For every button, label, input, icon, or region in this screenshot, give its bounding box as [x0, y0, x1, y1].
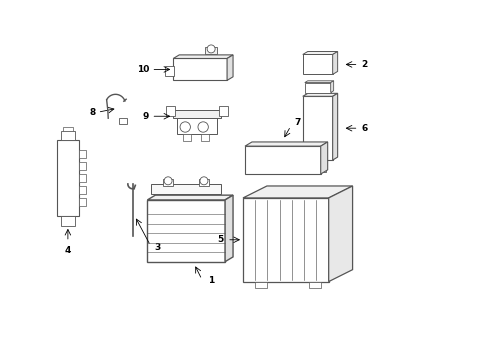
Bar — [57, 140, 79, 216]
Text: 10: 10 — [137, 65, 149, 74]
Bar — [165, 67, 174, 76]
Bar — [79, 186, 86, 194]
Bar — [79, 198, 86, 206]
Polygon shape — [333, 93, 338, 160]
Bar — [243, 198, 329, 282]
Bar — [151, 184, 221, 194]
Bar — [173, 58, 227, 80]
Bar — [305, 82, 331, 93]
Polygon shape — [333, 51, 338, 75]
Bar — [245, 146, 321, 174]
Polygon shape — [331, 81, 334, 93]
Text: 9: 9 — [143, 112, 149, 121]
Bar — [163, 179, 173, 186]
Bar — [173, 110, 221, 118]
Circle shape — [198, 122, 208, 132]
Polygon shape — [225, 195, 233, 262]
Bar — [79, 174, 86, 182]
Bar — [61, 216, 75, 226]
Circle shape — [207, 45, 215, 53]
Polygon shape — [329, 186, 353, 282]
Polygon shape — [243, 186, 353, 198]
Polygon shape — [147, 195, 233, 200]
Text: 8: 8 — [89, 108, 96, 117]
Bar — [63, 127, 73, 131]
Circle shape — [164, 177, 172, 185]
Bar — [303, 54, 333, 75]
Bar — [166, 106, 175, 116]
Text: 4: 4 — [65, 246, 71, 255]
Bar — [119, 118, 126, 124]
Polygon shape — [245, 142, 328, 146]
Circle shape — [180, 122, 191, 132]
Polygon shape — [303, 51, 338, 54]
Bar — [79, 150, 86, 158]
Text: 3: 3 — [154, 243, 161, 252]
Bar — [205, 47, 217, 54]
Bar — [199, 179, 209, 186]
Bar — [79, 162, 86, 170]
Bar — [183, 134, 191, 141]
Polygon shape — [303, 93, 338, 96]
Circle shape — [200, 177, 208, 185]
Text: 7: 7 — [295, 117, 301, 126]
Polygon shape — [173, 55, 233, 58]
Text: 1: 1 — [208, 276, 214, 285]
Bar — [177, 118, 217, 134]
Bar — [307, 160, 314, 172]
Polygon shape — [305, 81, 334, 82]
Bar — [61, 131, 75, 140]
Text: 5: 5 — [218, 235, 224, 244]
Bar — [255, 282, 267, 288]
Polygon shape — [227, 55, 233, 80]
Polygon shape — [321, 142, 328, 174]
Bar — [147, 200, 225, 262]
Bar — [318, 160, 326, 172]
Bar — [303, 96, 333, 160]
Text: 6: 6 — [362, 124, 368, 133]
Bar — [201, 134, 209, 141]
Bar — [309, 282, 321, 288]
Bar — [220, 106, 228, 116]
Text: 2: 2 — [362, 60, 368, 69]
